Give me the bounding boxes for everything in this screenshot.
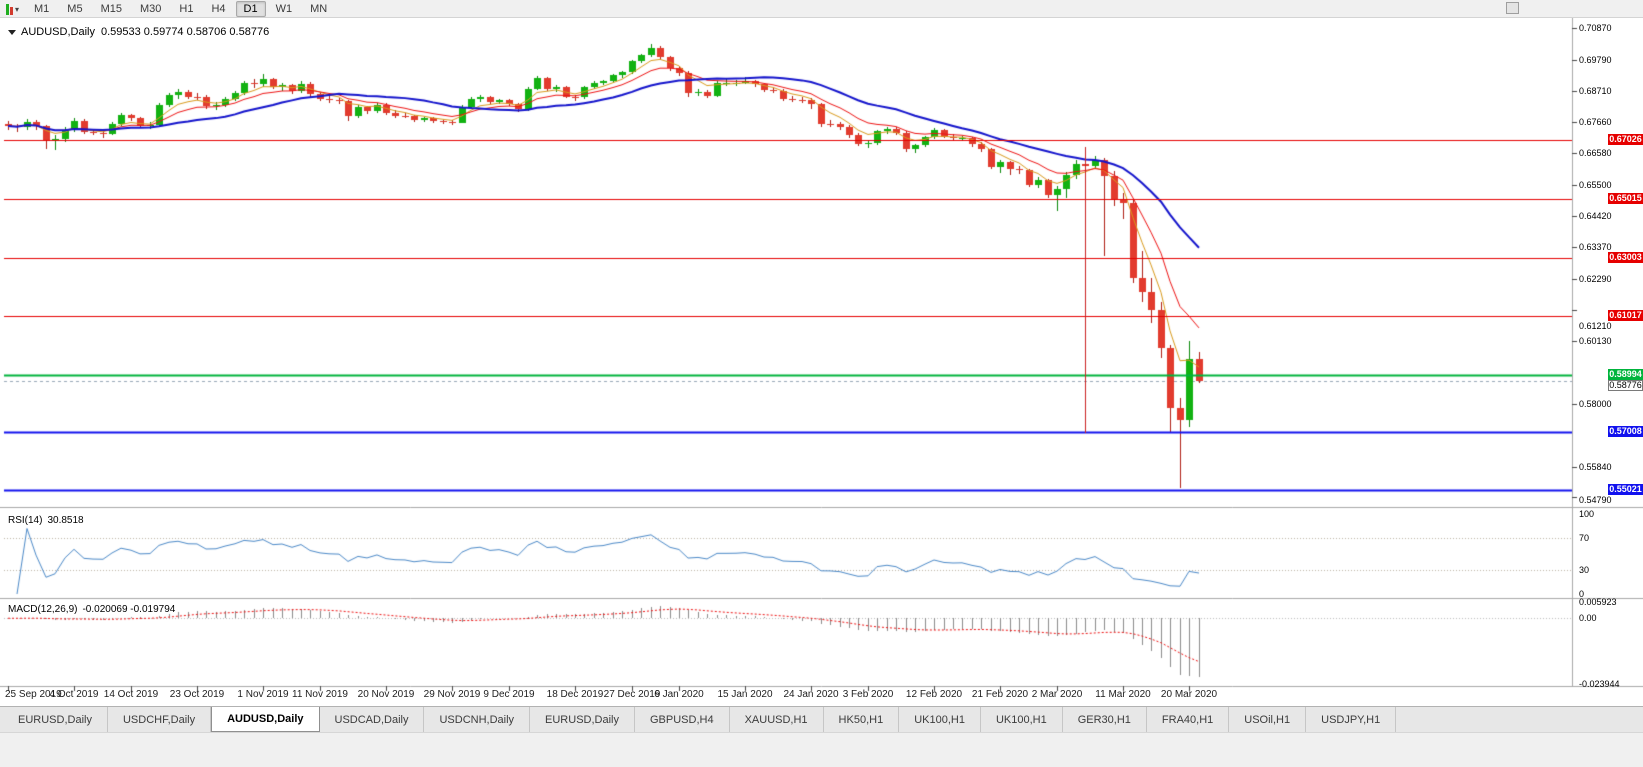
macd-indicator-label: MACD(12,26,9) -0.020069 -0.019794 (8, 604, 175, 615)
timeframe-button-m1[interactable]: M1 (34, 2, 50, 15)
timeframe-button-m30[interactable]: M30 (139, 2, 162, 15)
chevron-down-icon: ▾ (15, 5, 20, 14)
price-chart-canvas[interactable] (0, 18, 1643, 706)
rsi-value: 30.8518 (47, 515, 84, 526)
timeframe-button-m15[interactable]: M15 (100, 2, 122, 15)
chart-tab-usoil-h1[interactable]: USOil,H1 (1229, 707, 1307, 732)
rsi-indicator-label: RSI(14) 30.8518 (8, 515, 84, 526)
macd-name: MACD(12,26,9) (8, 604, 78, 615)
chart-tabs-bar: EURUSD,Daily USDCHF,Daily AUDUSD,Daily USDC… (0, 706, 1643, 732)
toolbar-overflow-button[interactable] (1506, 2, 1519, 14)
rsi-name: RSI(14) (8, 515, 43, 526)
timeframe-button-d1[interactable]: D1 (235, 0, 266, 17)
chart-tab-usdchf-daily[interactable]: USDCHF,Daily (108, 707, 212, 732)
chart-ohlc-values: 0.59533 0.59774 0.58706 0.58776 (100, 26, 270, 38)
chart-tab-fra40-h1[interactable]: FRA40,H1 (1147, 707, 1230, 732)
chart-tab-eurusd-daily[interactable]: EURUSD,Daily (530, 707, 635, 732)
chart-tab-gbpusd-h4[interactable]: GBPUSD,H4 (635, 707, 730, 732)
chart-tab-usdjpy-h1[interactable]: USDJPY,H1 (1306, 707, 1397, 732)
chart-symbol-period: AUDUSD,Daily (21, 26, 95, 38)
timeframe-button-h4[interactable]: H4 (211, 2, 226, 15)
chart-title: AUDUSD,Daily 0.59533 0.59774 0.58706 0.58… (8, 26, 269, 38)
chart-tab-usdcad-daily[interactable]: USDCAD,Daily (320, 707, 425, 732)
timeframe-toolbar: ▾ M1 M5 M15 M30 H1 H4 D1 W1 MN (0, 0, 1643, 18)
chart-tab-uk100-h1[interactable]: UK100,H1 (899, 707, 981, 732)
timeframe-button-m5[interactable]: M5 (67, 2, 83, 15)
timeframe-button-w1[interactable]: W1 (275, 2, 293, 15)
macd-values: -0.020069 -0.019794 (82, 604, 176, 615)
chart-tab-uk100-h1[interactable]: UK100,H1 (981, 707, 1063, 732)
timeframe-button-mn[interactable]: MN (310, 2, 328, 15)
chart-tab-eurusd-daily[interactable]: EURUSD,Daily (3, 707, 108, 732)
candlestick-chart-icon (6, 4, 9, 15)
chart-tab-usdcnh-daily[interactable]: USDCNH,Daily (424, 707, 531, 732)
status-bar (0, 732, 1643, 767)
candlestick-chart-icon (10, 7, 13, 15)
chart-tab-ger30-h1[interactable]: GER30,H1 (1063, 707, 1147, 732)
chart-tab-hk50-h1[interactable]: HK50,H1 (824, 707, 900, 732)
new-chart-button[interactable]: ▾ (6, 2, 19, 15)
chart-region: 0.67026 0.65015 0.63003 0.61017 0.58994 0.587… (0, 18, 1643, 706)
symbol-dropdown-icon[interactable] (8, 29, 16, 35)
chart-tab-audusd-daily[interactable]: AUDUSD,Daily (211, 707, 320, 732)
timeframe-buttons: M1 M5 M15 M30 H1 H4 D1 W1 MN (25, 0, 336, 17)
timeframe-button-h1[interactable]: H1 (179, 2, 194, 15)
chart-tab-xauusd-h1[interactable]: XAUUSD,H1 (730, 707, 824, 732)
